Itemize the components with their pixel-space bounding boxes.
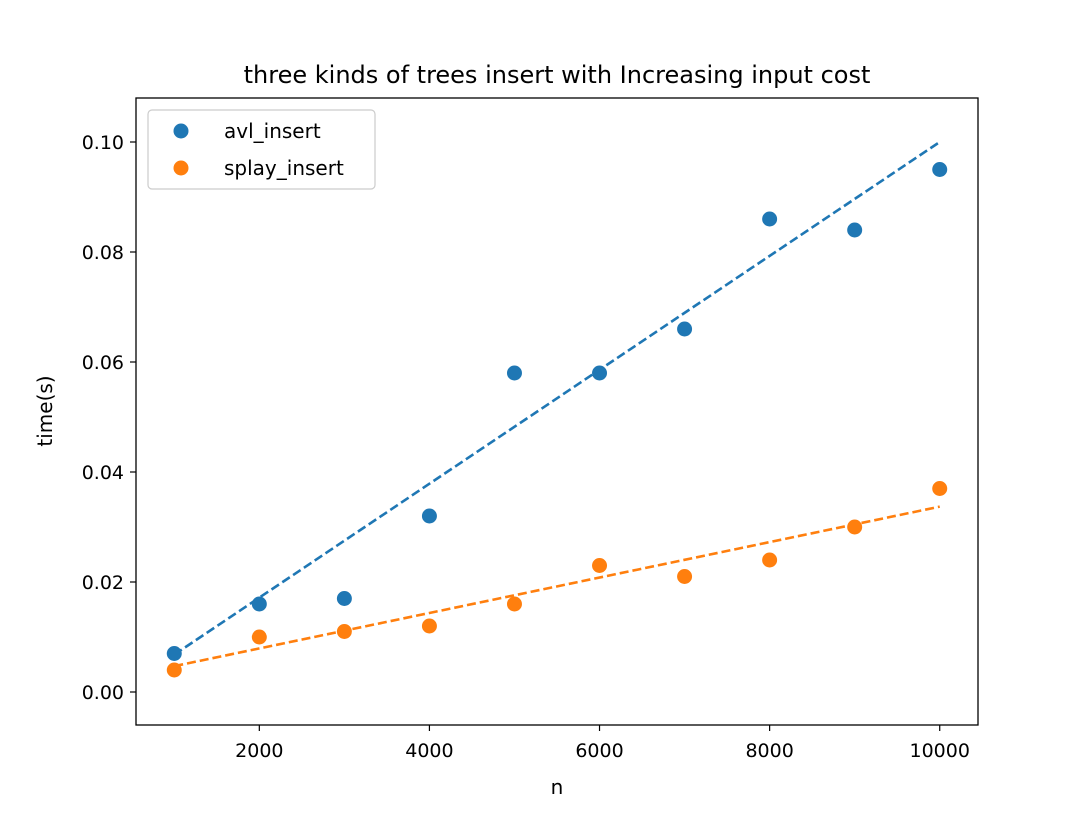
x-tick-label: 2000 [235, 740, 283, 762]
data-point-0-6 [677, 321, 693, 337]
data-point-0-7 [762, 211, 778, 227]
data-point-0-9 [932, 162, 948, 177]
y-tick-label: 0.02 [82, 572, 124, 594]
trend-line-0 [173, 140, 941, 656]
y-tick-label: 0.04 [82, 462, 124, 484]
data-point-0-0 [166, 646, 182, 661]
legend-marker-0 [173, 123, 189, 139]
data-point-0-2 [336, 591, 352, 606]
x-tick-label: 4000 [405, 740, 453, 762]
y-tick-label: 0.00 [82, 682, 124, 704]
data-point-0-8 [847, 222, 863, 238]
data-point-1-7 [762, 552, 778, 568]
data-point-1-1 [251, 629, 267, 645]
y-tick-label: 0.10 [82, 132, 124, 154]
x-axis-label: n [551, 775, 564, 799]
data-point-0-1 [251, 596, 267, 612]
data-point-1-4 [506, 596, 522, 612]
y-axis-label: time(s) [33, 375, 57, 446]
data-point-1-3 [421, 618, 437, 634]
axes-frame [135, 97, 979, 726]
data-point-1-5 [592, 558, 608, 573]
y-axis: 0.00 0.02 0.04 0.06 0.08 0.10 [82, 132, 136, 704]
x-tick-label: 10000 [910, 740, 970, 762]
y-tick-label: 0.06 [82, 352, 124, 374]
legend-label-1: splay_insert [224, 156, 344, 180]
data-point-1-8 [847, 519, 863, 535]
trend-line-1 [174, 505, 940, 668]
y-tick-label: 0.08 [82, 242, 124, 264]
chart-title: three kinds of trees insert with Increas… [244, 61, 871, 89]
legend: avl_insert splay_insert [147, 109, 376, 190]
data-point-0-3 [421, 508, 437, 524]
data-point-1-0 [166, 662, 182, 678]
data-point-1-2 [336, 624, 352, 639]
x-tick-label: 6000 [575, 740, 623, 762]
legend-label-0: avl_insert [224, 119, 321, 143]
plot-area [166, 140, 948, 678]
legend-marker-1 [173, 160, 189, 176]
data-point-1-9 [932, 481, 948, 496]
x-tick-label: 8000 [745, 740, 793, 762]
data-point-0-5 [592, 365, 608, 381]
legend-box [147, 109, 376, 190]
x-axis: 2000 4000 6000 8000 10000 [235, 725, 970, 762]
data-point-1-6 [677, 569, 693, 584]
data-point-0-4 [506, 365, 522, 381]
